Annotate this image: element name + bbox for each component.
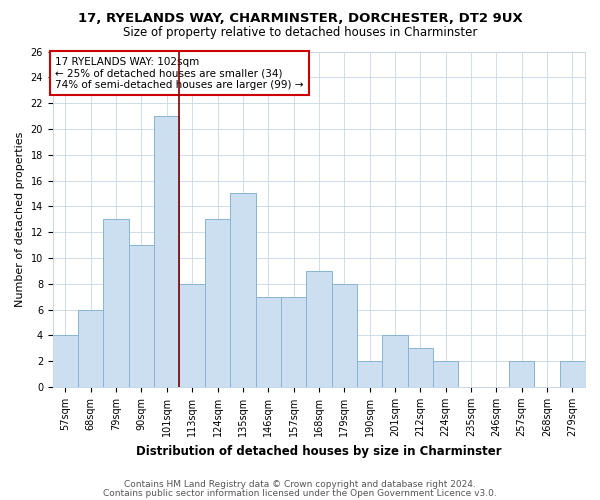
Bar bbox=[205, 219, 230, 387]
Bar bbox=[332, 284, 357, 387]
Bar bbox=[78, 310, 103, 387]
Bar bbox=[281, 296, 306, 387]
Text: Size of property relative to detached houses in Charminster: Size of property relative to detached ho… bbox=[123, 26, 477, 39]
Bar bbox=[357, 361, 382, 387]
Bar bbox=[230, 194, 256, 387]
Bar bbox=[103, 219, 129, 387]
Bar bbox=[154, 116, 179, 387]
Bar bbox=[179, 284, 205, 387]
Bar bbox=[509, 361, 535, 387]
Bar bbox=[129, 245, 154, 387]
Text: Contains HM Land Registry data © Crown copyright and database right 2024.: Contains HM Land Registry data © Crown c… bbox=[124, 480, 476, 489]
Text: 17, RYELANDS WAY, CHARMINSTER, DORCHESTER, DT2 9UX: 17, RYELANDS WAY, CHARMINSTER, DORCHESTE… bbox=[77, 12, 523, 26]
Bar bbox=[306, 271, 332, 387]
Bar bbox=[433, 361, 458, 387]
Bar bbox=[560, 361, 585, 387]
Bar bbox=[382, 336, 407, 387]
Bar bbox=[407, 348, 433, 387]
X-axis label: Distribution of detached houses by size in Charminster: Distribution of detached houses by size … bbox=[136, 444, 502, 458]
Bar bbox=[53, 336, 78, 387]
Bar bbox=[256, 296, 281, 387]
Y-axis label: Number of detached properties: Number of detached properties bbox=[15, 132, 25, 307]
Text: Contains public sector information licensed under the Open Government Licence v3: Contains public sector information licen… bbox=[103, 488, 497, 498]
Text: 17 RYELANDS WAY: 102sqm
← 25% of detached houses are smaller (34)
74% of semi-de: 17 RYELANDS WAY: 102sqm ← 25% of detache… bbox=[55, 56, 304, 90]
